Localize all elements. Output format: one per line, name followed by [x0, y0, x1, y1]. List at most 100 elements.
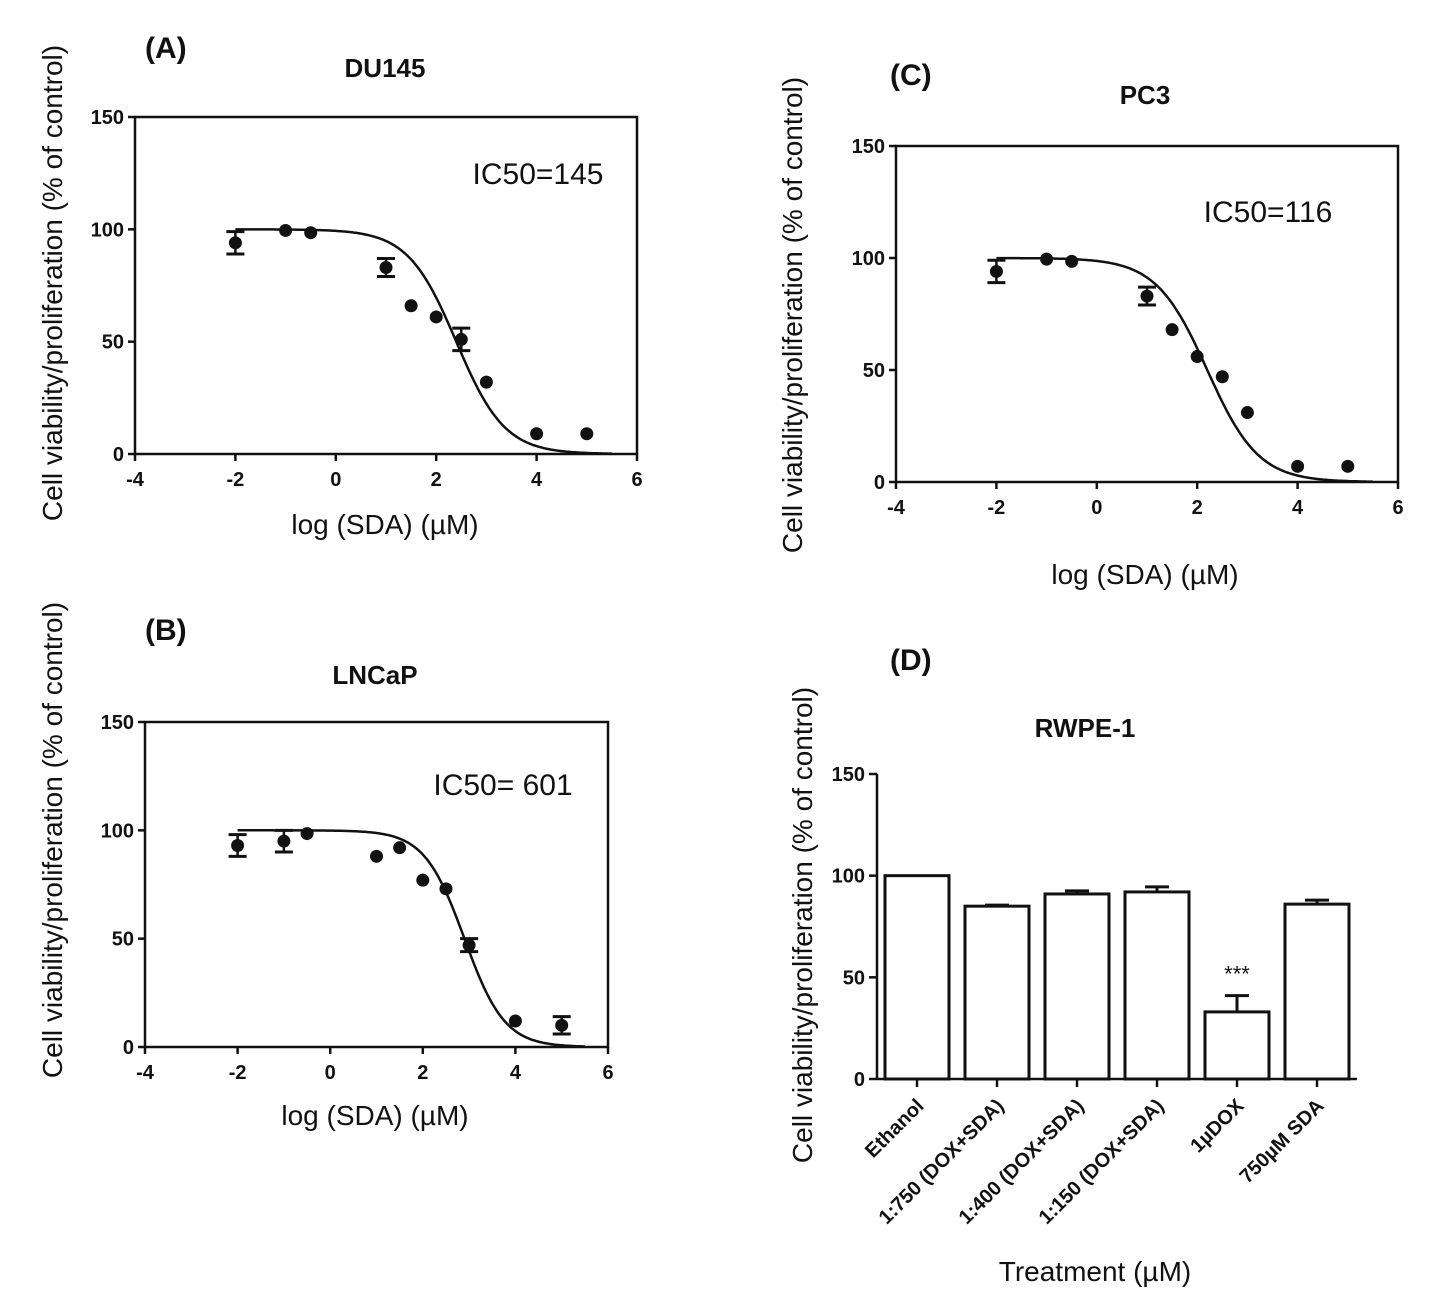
panel-b-plot: -4 -2 0 2 4 6 0 50 100 150 IC50= 601	[101, 712, 614, 1084]
p0-fit-curve	[235, 228, 612, 455]
panel-c-label: (C)	[890, 59, 932, 92]
bar-ytick-label: 0	[854, 1069, 865, 1091]
panel-b-ylabel: Cell viability/proliferation (% of contr…	[37, 602, 68, 1078]
panel-b-title: LNCaP	[332, 660, 417, 690]
panel-c-xlabel: log (SDA) (µM)	[1051, 559, 1238, 590]
p1-data-point	[231, 839, 245, 852]
p2-xtick-label: -2	[988, 497, 1006, 519]
bar	[883, 874, 951, 1081]
p2-ic50-annotation: IC50=116	[1204, 196, 1333, 229]
panel-a: (A) DU145 Cell viability/proliferation (…	[37, 32, 643, 540]
p1-ytick-label: 100	[101, 820, 134, 842]
p1-data-point	[439, 882, 453, 896]
panel-c-plot: -4 -2 0 2 4 6 0 50 100 150 IC50=116	[852, 136, 1404, 519]
p0-ytick-label: 0	[113, 444, 124, 466]
panel-d-label: (D)	[890, 644, 932, 677]
p1-data-point	[555, 1018, 569, 1032]
panel-c-title: PC3	[1120, 80, 1171, 110]
p2-xtick-label: 0	[1091, 497, 1102, 519]
p0-data-point	[530, 427, 544, 441]
bar	[963, 904, 1031, 1081]
p1-data-point	[300, 827, 314, 841]
p0-data-point	[304, 226, 318, 240]
p2-data-point	[989, 264, 1003, 278]
p1-xtick-label: -4	[136, 1062, 155, 1084]
panel-d: (D) RWPE-1 Cell viability/proliferation …	[787, 644, 1357, 1287]
panel-b: (B) LNCaP Cell viability/proliferation (…	[37, 602, 614, 1131]
p2-xtick-label: -4	[887, 497, 906, 519]
p2-ytick-label: 150	[852, 136, 885, 158]
p2-fit-curve	[996, 256, 1373, 483]
p1-frame	[143, 720, 610, 1049]
p0-ytick-label: 150	[91, 107, 124, 129]
bar	[1203, 1010, 1271, 1081]
p2-ytick-label: 50	[863, 360, 885, 382]
p1-fit-curve	[237, 829, 585, 1048]
p0-data-point	[279, 223, 293, 237]
p0-data-point	[404, 299, 418, 313]
p1-xtick-label: -2	[229, 1062, 247, 1084]
panel-a-title: DU145	[345, 53, 426, 83]
p0-data-point	[479, 375, 493, 389]
p2-frame	[894, 144, 1400, 484]
p0-xtick-label: 0	[330, 469, 341, 491]
p2-xtick-label: 2	[1192, 497, 1203, 519]
p0-data-point	[379, 261, 393, 275]
p2-data-point	[1291, 459, 1305, 473]
p0-data-point	[580, 427, 594, 441]
bar-category-label: 1µDOX	[1186, 1095, 1249, 1158]
p1-data-point	[416, 873, 430, 887]
significance-marker: ***	[1224, 962, 1250, 987]
p0-xtick-label: 2	[431, 469, 442, 491]
p1-ytick-label: 0	[123, 1037, 134, 1059]
p1-data-point	[462, 938, 476, 952]
p0-ytick-label: 100	[91, 219, 124, 241]
panel-a-label: (A)	[145, 32, 187, 65]
bar-category-label: 750µM SDA	[1236, 1095, 1329, 1188]
p0-ytick-label: 50	[102, 332, 124, 354]
bar-category-label: Ethanol	[861, 1095, 928, 1162]
p0-data-point	[228, 236, 242, 250]
p0-data-point	[429, 310, 443, 324]
p1-data-point	[393, 841, 407, 855]
panel-a-ylabel: Cell viability/proliferation (% of contr…	[37, 45, 68, 521]
panel-c-ylabel: Cell viability/proliferation (% of contr…	[777, 77, 808, 553]
p0-ic50-annotation: IC50=145	[473, 158, 604, 191]
p1-data-point	[370, 849, 383, 863]
p0-xtick-label: -4	[126, 469, 145, 491]
p2-data-point	[1165, 323, 1179, 337]
bar-ytick-label: 100	[832, 866, 865, 888]
p0-xtick-label: -2	[227, 469, 245, 491]
p1-ytick-label: 150	[101, 712, 134, 734]
bar-ytick-label: 50	[843, 967, 865, 989]
p2-xtick-label: 4	[1292, 497, 1304, 519]
panel-b-xlabel: log (SDA) (µM)	[281, 1100, 468, 1131]
p2-data-point	[1240, 406, 1254, 420]
panel-d-title: RWPE-1	[1035, 713, 1136, 743]
p1-ytick-label: 50	[112, 929, 134, 951]
p2-data-point	[1190, 350, 1204, 364]
p2-ytick-label: 100	[852, 248, 885, 270]
p2-ytick-label: 0	[874, 472, 885, 494]
p1-xtick-label: 0	[325, 1062, 336, 1084]
bar	[1283, 902, 1351, 1081]
p1-data-point	[508, 1014, 522, 1028]
p2-data-point	[1341, 459, 1355, 473]
p2-data-point	[1140, 289, 1154, 303]
panel-b-label: (B)	[145, 614, 187, 647]
p2-xtick-label: 6	[1392, 497, 1403, 519]
p2-data-point	[1215, 370, 1229, 384]
panel-d-ylabel: Cell viability/proliferation (% of contr…	[787, 687, 818, 1163]
p0-xtick-label: 4	[531, 469, 543, 491]
panel-a-xlabel: log (SDA) (µM)	[291, 509, 478, 540]
p2-data-point	[1065, 254, 1079, 268]
panel-a-plot: -4 -2 0 2 4 6 0 50 100 150 IC50=145	[91, 107, 643, 491]
bar	[1043, 892, 1111, 1081]
p0-frame	[133, 115, 639, 456]
p1-data-point	[277, 834, 291, 848]
bar	[1123, 890, 1191, 1081]
p0-data-point	[454, 332, 468, 346]
p1-xtick-label: 6	[602, 1062, 613, 1084]
